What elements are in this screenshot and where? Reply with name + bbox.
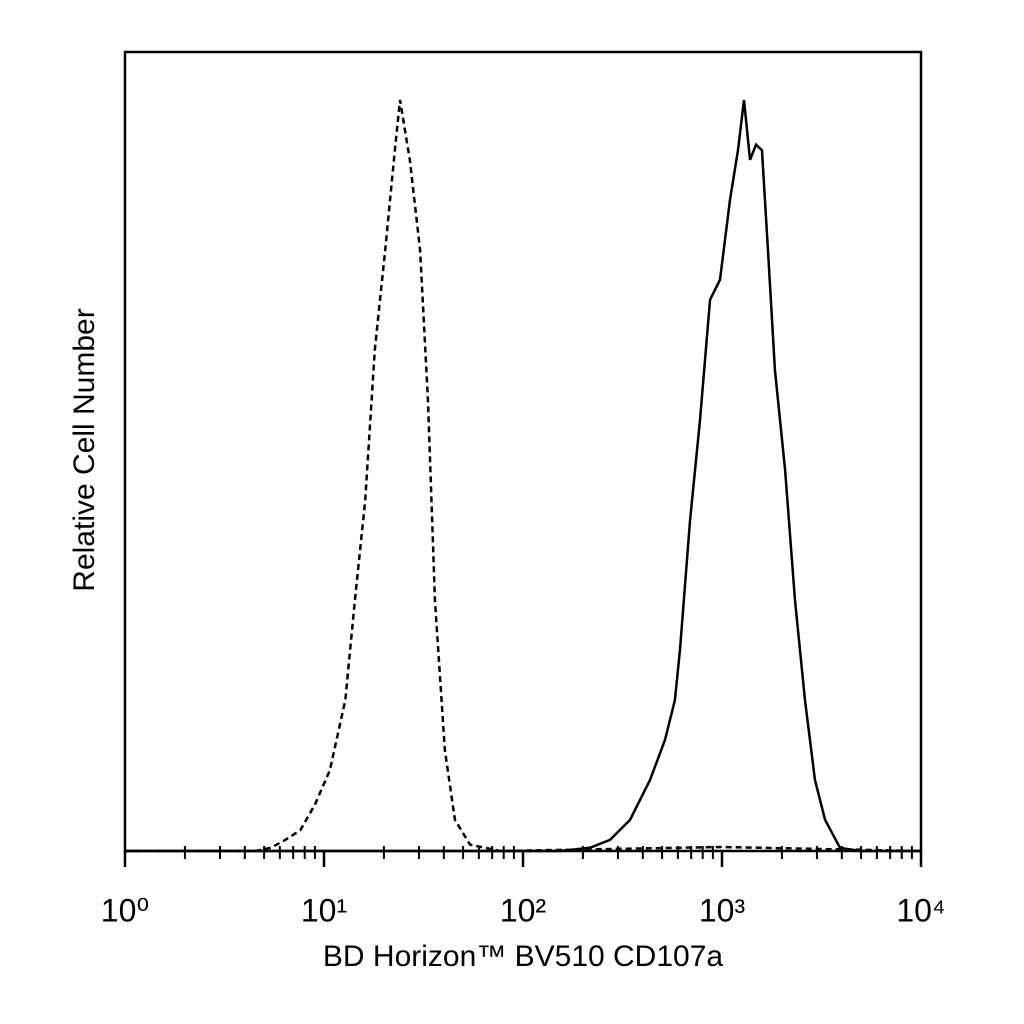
x-tick-label: 10² [500, 892, 547, 928]
x-axis-label: BD Horizon™ BV510 CD107a [323, 940, 724, 973]
plot-frame [123, 50, 923, 853]
histogram-line [125, 99, 922, 853]
histogram-line [125, 99, 921, 853]
x-tick-label: 10³ [699, 892, 746, 928]
y-axis-label: Relative Cell Number [68, 308, 101, 591]
x-tick-label: 10¹ [301, 892, 347, 928]
x-tick-label: 10⁰ [101, 892, 149, 928]
x-tick-label: 10⁴ [896, 892, 945, 928]
